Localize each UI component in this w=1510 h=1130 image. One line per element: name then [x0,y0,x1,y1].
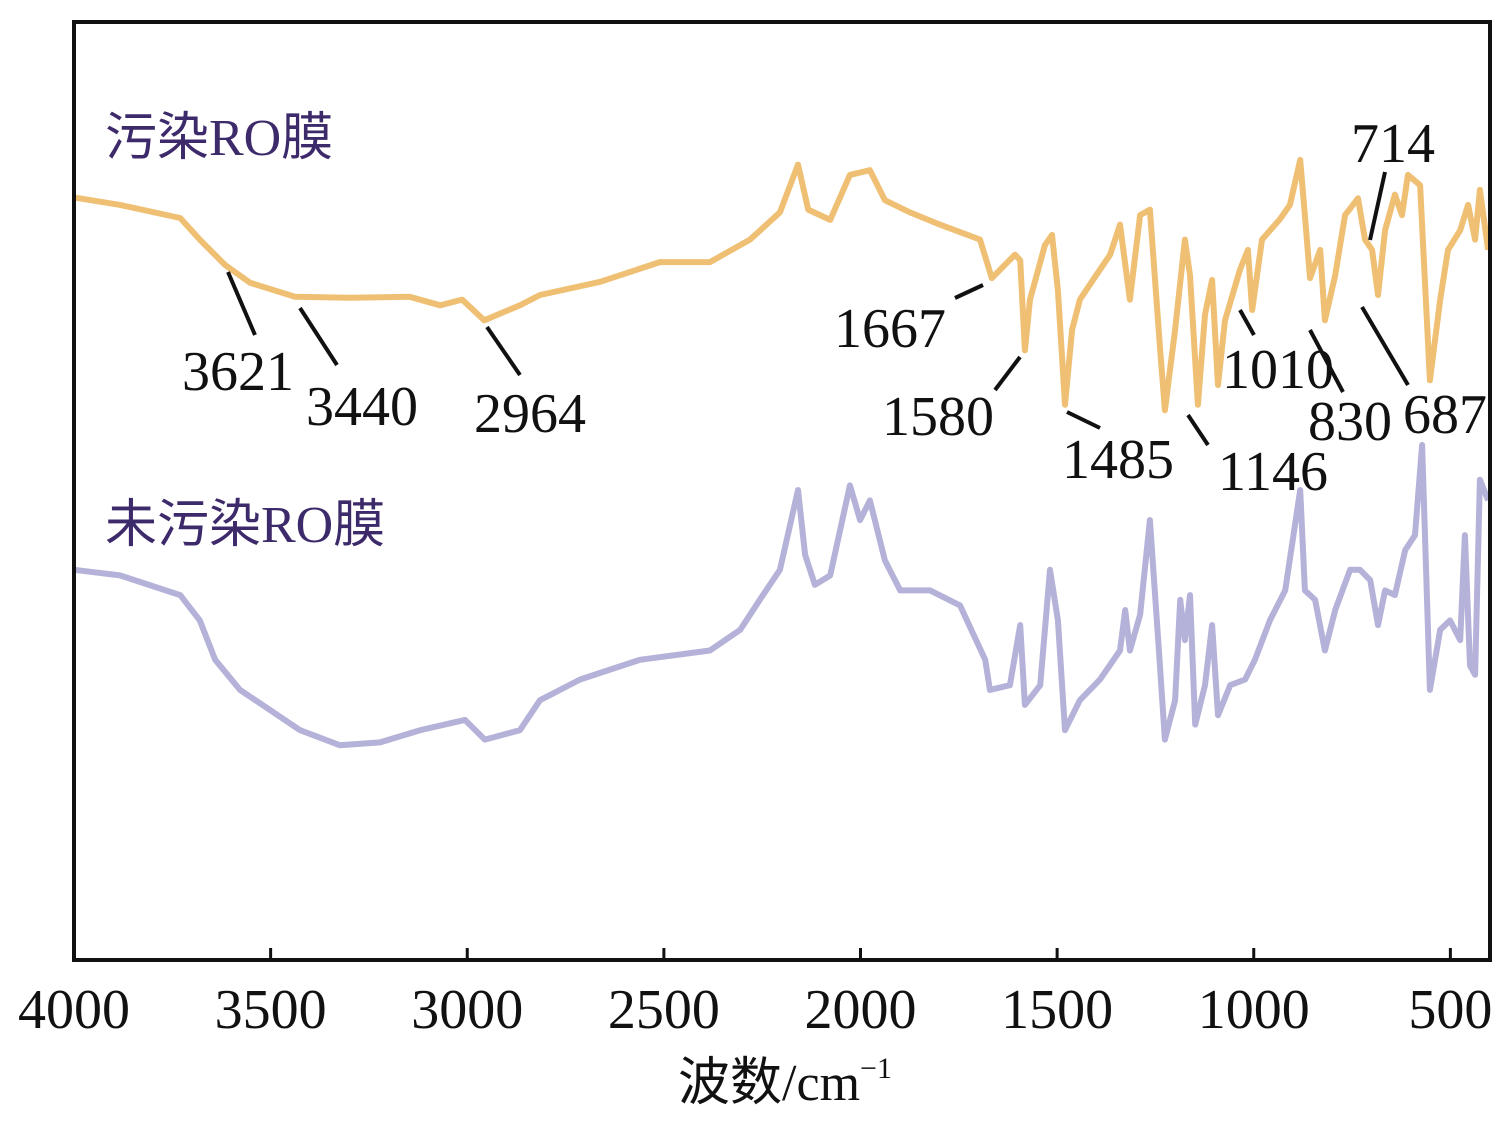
annotation-leader-line [226,271,257,336]
x-axis-label-superscript: −1 [860,1052,892,1085]
series-line-1 [73,442,1491,749]
annotation-leader-line [954,283,984,300]
x-axis: 4000 3500 3000 2500 2000 1500 1000 500 [18,948,1492,1041]
peak-label: 1667 [834,298,946,360]
series-layer [73,156,1492,749]
annotation-leader-line [1186,413,1210,447]
peak-label: 830 [1308,391,1392,453]
x-tick-label: 4000 [18,979,130,1041]
peak-label: 1485 [1062,429,1174,491]
x-tick-label: 2500 [608,979,720,1041]
plot-frame [72,20,1492,962]
annotation-leader-line [485,325,522,377]
peak-label: 3440 [306,376,418,438]
annotation-leader-line [1238,309,1256,336]
peak-label: 687 [1403,384,1487,446]
peak-label: 1580 [882,386,994,448]
annotation-leader-line [1368,171,1387,241]
peak-label: 2964 [474,383,586,445]
annotation-leader-line [298,306,339,367]
annotation-leader-line [993,355,1022,392]
peak-label: 1010 [1222,339,1334,401]
annotation-leader-line [1308,329,1345,393]
series-label-fouled: 污染RO膜 [105,110,333,167]
series-label-clean: 未污染RO膜 [105,497,385,554]
x-tick-label: 1500 [1001,979,1113,1041]
peak-label: 1146 [1218,441,1328,503]
x-axis-label: 波数/cm−1 [678,1052,892,1112]
series-line-0 [73,156,1492,414]
x-axis-label-text: 波数/cm [678,1055,860,1112]
peak-label: 714 [1351,113,1435,175]
x-tick-label: 500 [1408,979,1492,1041]
annotation-leader-line [1360,305,1410,387]
x-tick-label: 1000 [1198,979,1310,1041]
x-tick-label: 3000 [411,979,523,1041]
peak-label: 3621 [182,341,294,403]
x-tick-label: 3500 [215,979,327,1041]
annotation-leader-line [1066,410,1101,430]
x-tick-label: 2000 [805,979,917,1041]
